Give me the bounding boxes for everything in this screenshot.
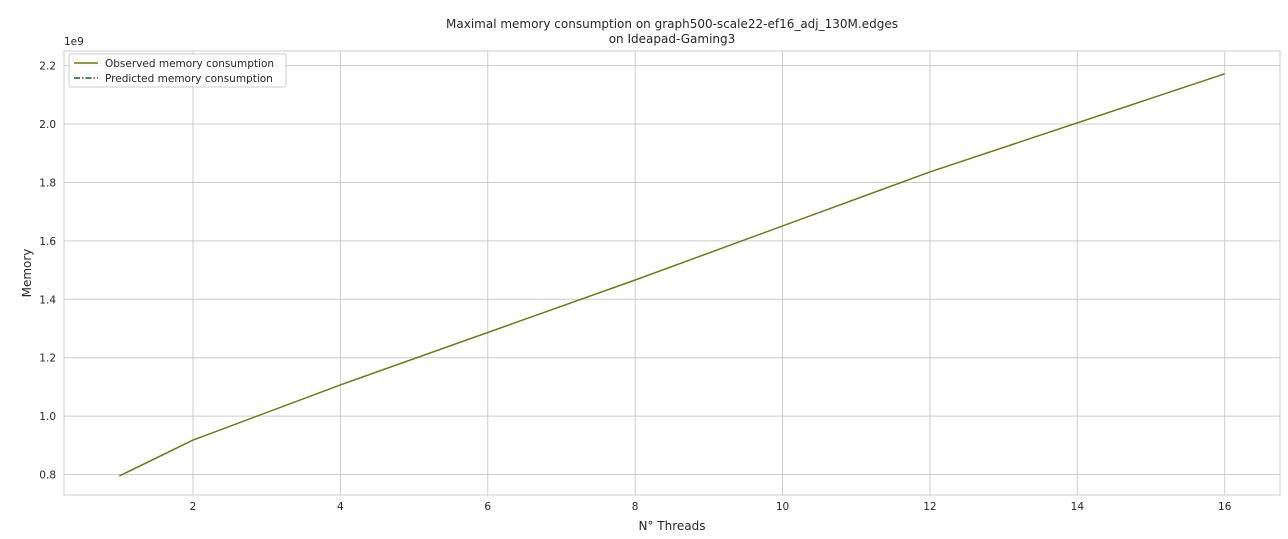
y-tick-label: 1.8 <box>39 177 56 189</box>
x-axis-label: N° Threads <box>638 519 705 533</box>
y-tick-label: 2.0 <box>39 119 56 131</box>
y-tick-label: 2.2 <box>39 61 56 73</box>
legend-box <box>68 53 287 88</box>
legend-label-predicted: Predicted memory consumption <box>105 73 273 85</box>
x-tick-label: 2 <box>190 501 197 513</box>
series-line-0 <box>118 73 1225 477</box>
legend: Observed memory consumption Predicted me… <box>68 53 287 88</box>
y-tick-label: 1.2 <box>39 353 56 365</box>
y-axis-label: Memory <box>20 249 34 298</box>
y-tick-label: 1.6 <box>39 236 56 248</box>
legend-label-observed: Observed memory consumption <box>105 58 274 70</box>
y-tick-label: 0.8 <box>39 470 56 482</box>
x-tick-label: 6 <box>484 501 491 513</box>
y-tick-label: 1.4 <box>39 294 56 306</box>
x-tick-label: 10 <box>776 501 789 513</box>
y-tick-label: 1.0 <box>39 411 56 423</box>
chart-subtitle: on Ideapad-Gaming3 <box>609 32 736 46</box>
plot-frame <box>63 50 1281 496</box>
grid-lines <box>64 51 1280 495</box>
series-lines <box>118 73 1225 477</box>
tick-labels: 2 4 6 8 10 12 14 16 0.8 1.0 1.2 1.4 1.6 1.8 2.0 2.2 <box>39 61 1231 513</box>
x-tick-label: 14 <box>1071 501 1085 513</box>
chart-title: Maximal memory consumption on graph500-s… <box>446 17 898 31</box>
x-tick-label: 4 <box>337 501 344 513</box>
x-tick-label: 8 <box>632 501 639 513</box>
y-offset-label: 1e9 <box>64 36 84 48</box>
x-tick-label: 16 <box>1218 501 1232 513</box>
x-tick-label: 12 <box>923 501 936 513</box>
